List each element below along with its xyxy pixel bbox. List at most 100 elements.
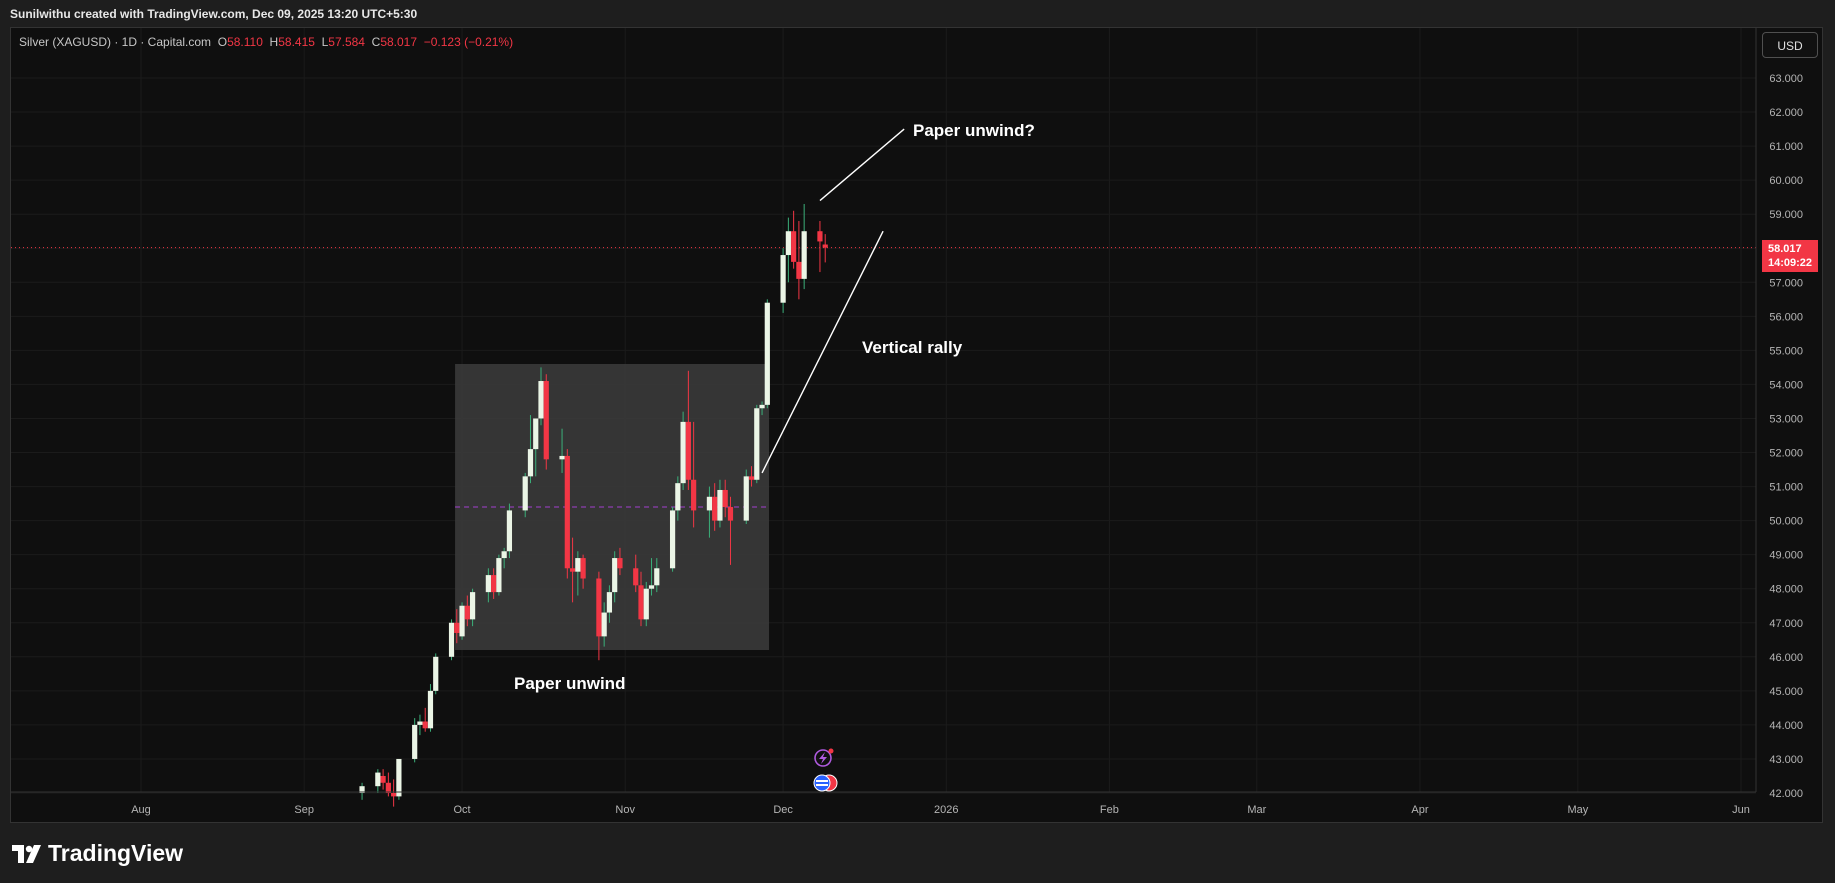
candle[interactable] xyxy=(601,602,607,647)
event-icons[interactable] xyxy=(813,748,838,792)
candle[interactable] xyxy=(459,602,465,640)
candle[interactable] xyxy=(469,588,476,627)
candle-body xyxy=(617,558,623,569)
candle-body xyxy=(459,605,465,637)
annotations-layer: Paper unwind Vertical rally Paper unwind… xyxy=(514,121,1035,693)
candle[interactable] xyxy=(564,449,570,579)
caption-text: Sunilwithu created with TradingView.com,… xyxy=(10,7,418,21)
candle[interactable] xyxy=(522,472,528,518)
candle[interactable] xyxy=(496,554,502,596)
candle[interactable] xyxy=(543,374,549,470)
candle[interactable] xyxy=(712,483,718,531)
candle[interactable] xyxy=(717,479,723,528)
candle[interactable] xyxy=(638,571,644,627)
low-value: 57.584 xyxy=(328,35,365,49)
candle[interactable] xyxy=(612,551,618,603)
lightning-event-icon[interactable] xyxy=(814,748,834,767)
candle[interactable] xyxy=(764,299,770,409)
candle[interactable] xyxy=(391,779,397,807)
us-flag-event-icon[interactable] xyxy=(813,774,838,792)
candle-body xyxy=(680,421,686,484)
candle[interactable] xyxy=(569,537,576,603)
candle[interactable] xyxy=(643,581,649,627)
y-tick-label: 48.000 xyxy=(1769,584,1803,596)
candle[interactable] xyxy=(596,571,602,661)
candle[interactable] xyxy=(743,469,749,525)
candle[interactable] xyxy=(706,486,713,538)
candle-body xyxy=(691,479,697,511)
candle[interactable] xyxy=(748,466,755,487)
candle-body xyxy=(501,551,507,559)
candle[interactable] xyxy=(396,758,402,800)
y-tick-label: 42.000 xyxy=(1769,788,1803,800)
candle[interactable] xyxy=(417,714,423,736)
y-tick-label: 62.000 xyxy=(1769,107,1803,119)
candle[interactable] xyxy=(722,479,728,518)
candle[interactable] xyxy=(759,401,765,416)
candle[interactable] xyxy=(796,221,802,300)
trendline[interactable] xyxy=(819,128,905,202)
candle[interactable] xyxy=(685,370,691,490)
candle-body xyxy=(485,575,491,593)
x-tick-label: Aug xyxy=(131,804,151,816)
candle[interactable] xyxy=(422,707,428,732)
candle[interactable] xyxy=(448,619,455,661)
trendline[interactable] xyxy=(761,230,884,474)
currency-button[interactable]: USD xyxy=(1762,32,1818,58)
candle[interactable] xyxy=(580,554,586,589)
candle-body xyxy=(669,510,676,569)
candle[interactable] xyxy=(691,421,697,528)
y-tick-label: 43.000 xyxy=(1769,754,1803,766)
candle[interactable] xyxy=(454,609,460,644)
candle[interactable] xyxy=(375,769,381,793)
candle[interactable] xyxy=(791,210,797,269)
candle-body xyxy=(522,476,528,511)
candle[interactable] xyxy=(359,782,365,800)
y-tick-label: 46.000 xyxy=(1769,652,1803,664)
candle[interactable] xyxy=(433,653,439,695)
candle[interactable] xyxy=(501,547,507,569)
candle[interactable] xyxy=(485,568,491,603)
y-tick-label: 44.000 xyxy=(1769,720,1803,732)
candle[interactable] xyxy=(464,595,470,627)
symbol-label[interactable]: Silver (XAGUSD) · 1D · Capital.com xyxy=(19,35,212,49)
tradingview-logo[interactable]: TradingView xyxy=(12,840,183,867)
candle[interactable] xyxy=(606,585,613,623)
candle-body xyxy=(427,690,434,729)
candle[interactable] xyxy=(617,547,623,576)
plot-background xyxy=(11,28,1756,792)
candle[interactable] xyxy=(427,684,434,732)
candle-body xyxy=(764,302,770,405)
y-tick-label: 57.000 xyxy=(1769,277,1803,289)
candle-body xyxy=(822,244,828,248)
candle[interactable] xyxy=(538,367,544,426)
candle[interactable] xyxy=(654,558,660,593)
candle-body xyxy=(380,775,386,783)
candle[interactable] xyxy=(648,558,655,596)
candle[interactable] xyxy=(491,568,497,599)
candle[interactable] xyxy=(633,554,639,593)
candle[interactable] xyxy=(817,221,823,273)
chart-canvas[interactable]: 63.00062.00061.00060.00059.00058.00057.0… xyxy=(0,0,1835,824)
candle[interactable] xyxy=(754,404,760,484)
candle-body xyxy=(601,612,607,637)
x-tick-label: Apr xyxy=(1411,804,1428,816)
candle[interactable] xyxy=(527,415,534,484)
candle[interactable] xyxy=(559,428,565,473)
candle[interactable] xyxy=(675,476,681,521)
candle-body xyxy=(754,408,760,480)
candle[interactable] xyxy=(822,234,828,263)
candle[interactable] xyxy=(680,411,686,490)
candle[interactable] xyxy=(506,503,513,559)
candle[interactable] xyxy=(780,248,786,313)
candle[interactable] xyxy=(801,203,807,290)
candle[interactable] xyxy=(412,718,418,763)
candle[interactable] xyxy=(785,217,791,283)
candle[interactable] xyxy=(380,769,386,790)
candle-body xyxy=(743,476,749,521)
candle[interactable] xyxy=(575,551,581,596)
footer-bar xyxy=(0,824,1835,883)
candle[interactable] xyxy=(533,418,539,477)
candle[interactable] xyxy=(669,507,676,572)
candle[interactable] xyxy=(727,496,734,565)
